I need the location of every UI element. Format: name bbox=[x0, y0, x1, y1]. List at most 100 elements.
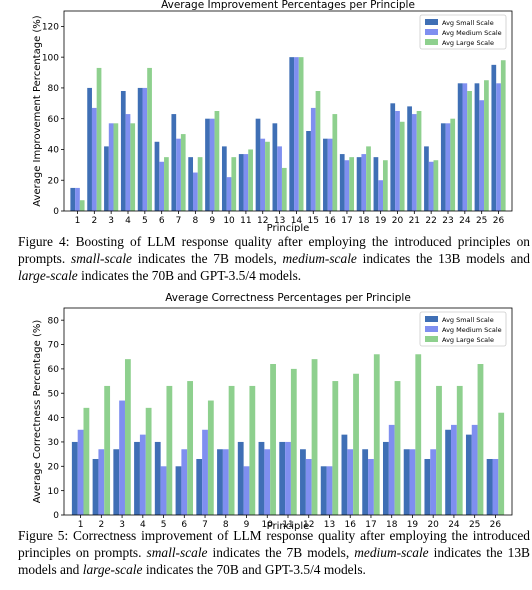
bar-avg-medium-scale-7 bbox=[202, 429, 208, 515]
bar-avg-large-scale-12 bbox=[265, 141, 270, 211]
bar-avg-small-scale-7 bbox=[171, 114, 177, 211]
bar-avg-small-scale-2 bbox=[92, 458, 99, 515]
bar-avg-medium-scale-6 bbox=[159, 161, 165, 211]
bar-avg-small-scale-16 bbox=[323, 138, 328, 211]
bar-avg-medium-scale-2 bbox=[91, 107, 97, 211]
bar-avg-small-scale-11 bbox=[279, 441, 286, 515]
bar-avg-large-scale-15 bbox=[315, 91, 321, 211]
bar-avg-small-scale-18 bbox=[356, 157, 362, 211]
bar-avg-small-scale-13 bbox=[272, 123, 278, 211]
x-tick-label: 18 bbox=[386, 520, 398, 530]
x-tick-label: 5 bbox=[161, 520, 167, 530]
x-tick-label: 19 bbox=[375, 216, 387, 226]
y-tick-label: 120 bbox=[42, 23, 59, 33]
x-tick-label: 26 bbox=[493, 216, 505, 226]
bar-avg-large-scale-16 bbox=[353, 373, 359, 515]
bar-avg-medium-scale-26 bbox=[492, 458, 499, 515]
figure-5-caption: Figure 5: Correctness improvement of LLM… bbox=[18, 527, 530, 578]
bar-avg-medium-scale-16 bbox=[327, 138, 333, 211]
y-tick-label: 80 bbox=[48, 84, 60, 94]
x-tick-label: 8 bbox=[193, 216, 199, 226]
bar-avg-small-scale-3 bbox=[104, 146, 109, 211]
bar-avg-large-scale-24 bbox=[456, 385, 463, 515]
bar-avg-large-scale-19 bbox=[415, 354, 422, 515]
bar-avg-medium-scale-19 bbox=[409, 449, 416, 515]
correctness-bar-chart: Average Correctness Percentages per Prin… bbox=[32, 292, 513, 532]
figure-4: Average Improvement Percentages per Prin… bbox=[0, 0, 532, 232]
bar-avg-large-scale-21 bbox=[416, 111, 422, 211]
bar-avg-medium-scale-9 bbox=[209, 118, 215, 211]
bar-avg-small-scale-15 bbox=[306, 131, 311, 211]
legend-swatch bbox=[425, 326, 438, 332]
x-tick-label: 16 bbox=[344, 520, 356, 530]
bar-avg-medium-scale-8 bbox=[193, 172, 198, 211]
bar-avg-medium-scale-4 bbox=[139, 434, 146, 515]
legend-box bbox=[419, 311, 507, 347]
legend-label: Avg Medium Scale bbox=[442, 326, 502, 334]
legend-label: Avg Small Scale bbox=[442, 19, 494, 27]
x-tick-label: 5 bbox=[142, 216, 148, 226]
y-tick-label: 60 bbox=[48, 365, 60, 375]
bar-avg-medium-scale-7 bbox=[176, 138, 181, 211]
bar-avg-small-scale-10 bbox=[221, 146, 227, 211]
bar-avg-large-scale-19 bbox=[382, 160, 388, 211]
bar-avg-large-scale-3 bbox=[124, 359, 131, 515]
bar-avg-medium-scale-11 bbox=[243, 154, 249, 211]
caption-run: small-scale bbox=[146, 545, 208, 560]
legend-swatch bbox=[425, 336, 438, 342]
x-tick-label: 25 bbox=[469, 520, 480, 530]
x-tick-label: 16 bbox=[324, 216, 336, 226]
bar-avg-small-scale-6 bbox=[154, 141, 160, 211]
bar-avg-large-scale-13 bbox=[332, 381, 339, 515]
bar-avg-large-scale-5 bbox=[166, 385, 173, 515]
bar-avg-large-scale-13 bbox=[281, 167, 287, 211]
bar-avg-large-scale-2 bbox=[104, 385, 111, 515]
x-tick-label: 4 bbox=[140, 520, 146, 530]
x-tick-label: 3 bbox=[119, 520, 125, 530]
bar-avg-medium-scale-24 bbox=[462, 83, 468, 211]
y-tick-label: 40 bbox=[48, 146, 60, 156]
bar-avg-medium-scale-12 bbox=[260, 138, 266, 211]
y-tick-label: 70 bbox=[48, 341, 60, 351]
bar-avg-large-scale-14 bbox=[298, 57, 304, 212]
bar-avg-small-scale-7 bbox=[196, 458, 203, 515]
bar-avg-medium-scale-24 bbox=[451, 424, 457, 515]
bar-avg-medium-scale-23 bbox=[445, 123, 451, 211]
caption-run: Figure 5: Correctness improvement of LLM… bbox=[18, 528, 530, 560]
bar-avg-small-scale-24 bbox=[445, 429, 452, 515]
legend-swatch bbox=[425, 39, 438, 45]
x-tick-label: 11 bbox=[240, 216, 251, 226]
bar-avg-large-scale-4 bbox=[145, 407, 152, 515]
x-tick-label: 23 bbox=[442, 216, 453, 226]
x-tick-label: 6 bbox=[181, 520, 187, 530]
y-tick-label: 60 bbox=[48, 115, 60, 125]
bar-avg-medium-scale-3 bbox=[108, 123, 114, 211]
caption-run: indicates the 7B models, bbox=[132, 251, 283, 266]
bar-avg-large-scale-17 bbox=[349, 157, 355, 211]
bar-avg-large-scale-10 bbox=[270, 364, 276, 515]
bar-avg-small-scale-4 bbox=[134, 441, 140, 515]
bar-avg-small-scale-25 bbox=[474, 83, 480, 211]
bar-avg-small-scale-18 bbox=[382, 441, 389, 515]
x-tick-label: 7 bbox=[202, 520, 208, 530]
improvement-bar-chart: Average Improvement Percentages per Prin… bbox=[32, 0, 513, 232]
bar-avg-large-scale-11 bbox=[290, 368, 297, 515]
bar-avg-large-scale-22 bbox=[433, 160, 439, 211]
x-tick-label: 4 bbox=[125, 216, 131, 226]
caption-run: indicates the 7B models, bbox=[207, 545, 355, 560]
bar-avg-small-scale-12 bbox=[255, 118, 261, 211]
plot-frame bbox=[63, 10, 513, 212]
bar-avg-large-scale-5 bbox=[147, 67, 152, 211]
caption-run: medium-scale bbox=[282, 251, 357, 266]
bar-avg-large-scale-25 bbox=[484, 80, 489, 211]
x-tick-label: 14 bbox=[291, 216, 303, 226]
x-tick-label: 17 bbox=[365, 520, 376, 530]
bar-avg-medium-scale-16 bbox=[347, 449, 354, 515]
bar-avg-small-scale-19 bbox=[373, 157, 379, 211]
bar-avg-medium-scale-13 bbox=[277, 146, 282, 211]
bar-avg-small-scale-10 bbox=[258, 441, 265, 515]
x-tick-label: 25 bbox=[476, 216, 487, 226]
caption-run: indicates the 70B and GPT-3.5/4 models. bbox=[142, 562, 366, 577]
y-tick-label: 100 bbox=[42, 53, 59, 63]
y-tick-label: 0 bbox=[53, 207, 59, 217]
